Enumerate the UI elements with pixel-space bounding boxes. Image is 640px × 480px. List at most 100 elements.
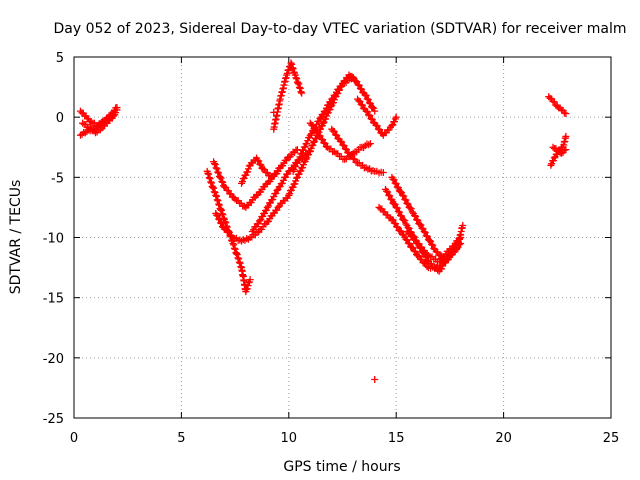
- data-point: [360, 164, 368, 172]
- data-point: [231, 245, 239, 253]
- data-point: [362, 92, 370, 100]
- data-point: [365, 99, 373, 107]
- data-point: [396, 188, 404, 196]
- data-point: [214, 212, 222, 220]
- data-point: [243, 285, 251, 293]
- data-point: [214, 197, 222, 205]
- data-point: [369, 167, 377, 175]
- data-point: [386, 192, 394, 200]
- data-point: [560, 146, 568, 154]
- x-tick-label: 5: [177, 431, 185, 446]
- data-point: [385, 191, 393, 199]
- data-point: [298, 89, 306, 97]
- data-point: [211, 160, 219, 168]
- data-point: [213, 211, 221, 219]
- data-point: [363, 108, 371, 116]
- data-point: [273, 206, 281, 214]
- data-point: [296, 83, 304, 91]
- data-point: [217, 205, 225, 213]
- data-point: [371, 375, 379, 383]
- y-tick-label: 0: [56, 111, 64, 126]
- data-point: [413, 216, 421, 224]
- x-tick-label: 20: [495, 431, 512, 446]
- data-point: [297, 88, 305, 96]
- data-point: [214, 168, 222, 176]
- data-point: [112, 104, 120, 112]
- data-point: [233, 250, 241, 258]
- data-point: [368, 115, 376, 123]
- data-point: [235, 255, 243, 263]
- data-point: [96, 126, 104, 134]
- data-point: [356, 97, 364, 105]
- data-point: [422, 232, 430, 240]
- data-point: [296, 84, 304, 92]
- plot-frame: [73, 56, 612, 419]
- data-point: [403, 199, 411, 207]
- data-point: [237, 263, 245, 271]
- data-point: [429, 241, 437, 249]
- data-point: [205, 174, 213, 182]
- data-point: [301, 157, 309, 165]
- data-point: [388, 122, 396, 130]
- data-point: [389, 216, 397, 224]
- data-point: [384, 188, 392, 196]
- data-point: [394, 184, 402, 192]
- data-point: [392, 180, 400, 188]
- data-point: [400, 216, 408, 224]
- data-point: [414, 252, 422, 260]
- data-point: [342, 145, 350, 153]
- data-point: [259, 165, 267, 173]
- x-tick-label: 10: [281, 431, 298, 446]
- data-point: [402, 220, 410, 228]
- data-point: [414, 216, 422, 224]
- y-tick-label: -5: [51, 171, 64, 186]
- data-point: [417, 221, 425, 229]
- data-point: [309, 122, 317, 130]
- data-point: [561, 134, 569, 142]
- data-point: [351, 155, 359, 163]
- data-point: [212, 192, 220, 200]
- data-point: [391, 201, 399, 209]
- data-point: [310, 138, 318, 146]
- data-point: [361, 91, 369, 99]
- data-point: [400, 192, 408, 200]
- data-point: [219, 211, 227, 219]
- data-point: [220, 214, 228, 222]
- data-point: [291, 69, 299, 77]
- data-point: [550, 98, 558, 106]
- data-point: [316, 132, 324, 140]
- data-point: [407, 205, 415, 213]
- data-point: [210, 184, 218, 192]
- data-point: [294, 79, 302, 87]
- data-point: [365, 141, 373, 149]
- data-point: [218, 210, 226, 218]
- data-point: [230, 241, 238, 249]
- data-point: [400, 231, 408, 239]
- data-point: [376, 126, 384, 134]
- data-point: [352, 77, 360, 85]
- data-point: [288, 60, 296, 68]
- data-point: [295, 80, 303, 88]
- data-point: [389, 175, 397, 183]
- data-point: [405, 240, 413, 248]
- data-point: [390, 200, 398, 208]
- data-point: [110, 112, 118, 120]
- data-point: [293, 174, 301, 182]
- data-point: [398, 188, 406, 196]
- data-point: [394, 223, 402, 231]
- data-point: [270, 108, 278, 116]
- data-point: [219, 178, 227, 186]
- data-point: [204, 169, 212, 177]
- data-point: [393, 183, 401, 191]
- grid: [74, 57, 611, 418]
- data-point: [406, 204, 414, 212]
- data-point: [235, 258, 243, 266]
- data-point: [427, 237, 435, 245]
- data-point: [213, 165, 221, 173]
- data-point: [421, 229, 429, 237]
- data-point: [409, 244, 417, 252]
- y-tick-label: -25: [43, 412, 64, 427]
- data-point: [391, 115, 399, 123]
- data-point: [207, 179, 215, 187]
- data-point: [254, 156, 262, 164]
